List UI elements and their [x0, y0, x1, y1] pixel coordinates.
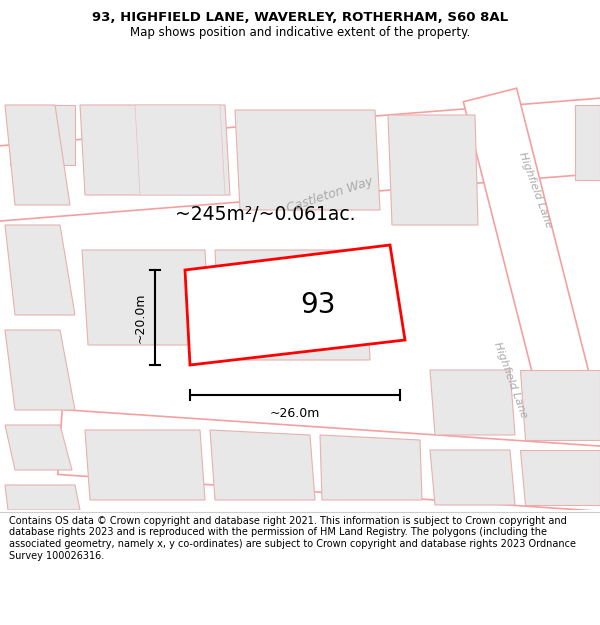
Text: 93: 93: [300, 291, 335, 319]
Text: Castleton Way: Castleton Way: [285, 175, 375, 215]
Polygon shape: [520, 370, 600, 440]
Polygon shape: [80, 105, 230, 195]
Polygon shape: [235, 110, 380, 210]
Polygon shape: [388, 115, 478, 225]
Text: 93, HIGHFIELD LANE, WAVERLEY, ROTHERHAM, S60 8AL: 93, HIGHFIELD LANE, WAVERLEY, ROTHERHAM,…: [92, 11, 508, 24]
Polygon shape: [210, 430, 315, 500]
Polygon shape: [5, 330, 75, 410]
Text: ~20.0m: ~20.0m: [134, 292, 147, 342]
Text: ~26.0m: ~26.0m: [270, 407, 320, 420]
Polygon shape: [135, 105, 225, 195]
Polygon shape: [5, 225, 75, 315]
Polygon shape: [58, 409, 600, 512]
Polygon shape: [185, 245, 405, 365]
Text: Contains OS data © Crown copyright and database right 2021. This information is : Contains OS data © Crown copyright and d…: [9, 516, 576, 561]
Polygon shape: [5, 425, 72, 470]
Polygon shape: [82, 250, 210, 345]
Polygon shape: [463, 88, 592, 397]
Polygon shape: [320, 435, 422, 500]
Text: Map shows position and indicative extent of the property.: Map shows position and indicative extent…: [130, 26, 470, 39]
Polygon shape: [5, 105, 70, 205]
Polygon shape: [575, 105, 600, 180]
Polygon shape: [520, 450, 600, 505]
Text: Highfield Lane: Highfield Lane: [491, 341, 529, 419]
Polygon shape: [0, 98, 600, 222]
Polygon shape: [10, 105, 75, 165]
Text: Highfield Lane: Highfield Lane: [517, 151, 553, 229]
Polygon shape: [430, 450, 515, 505]
Polygon shape: [430, 370, 515, 435]
Polygon shape: [85, 430, 205, 500]
Polygon shape: [90, 105, 195, 165]
Polygon shape: [5, 485, 80, 510]
Text: ~245m²/~0.061ac.: ~245m²/~0.061ac.: [175, 206, 355, 224]
Polygon shape: [215, 250, 370, 360]
